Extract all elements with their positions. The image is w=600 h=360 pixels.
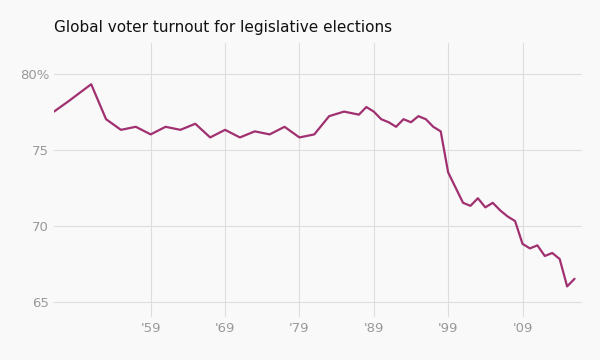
Text: Global voter turnout for legislative elections: Global voter turnout for legislative ele… <box>54 20 392 35</box>
